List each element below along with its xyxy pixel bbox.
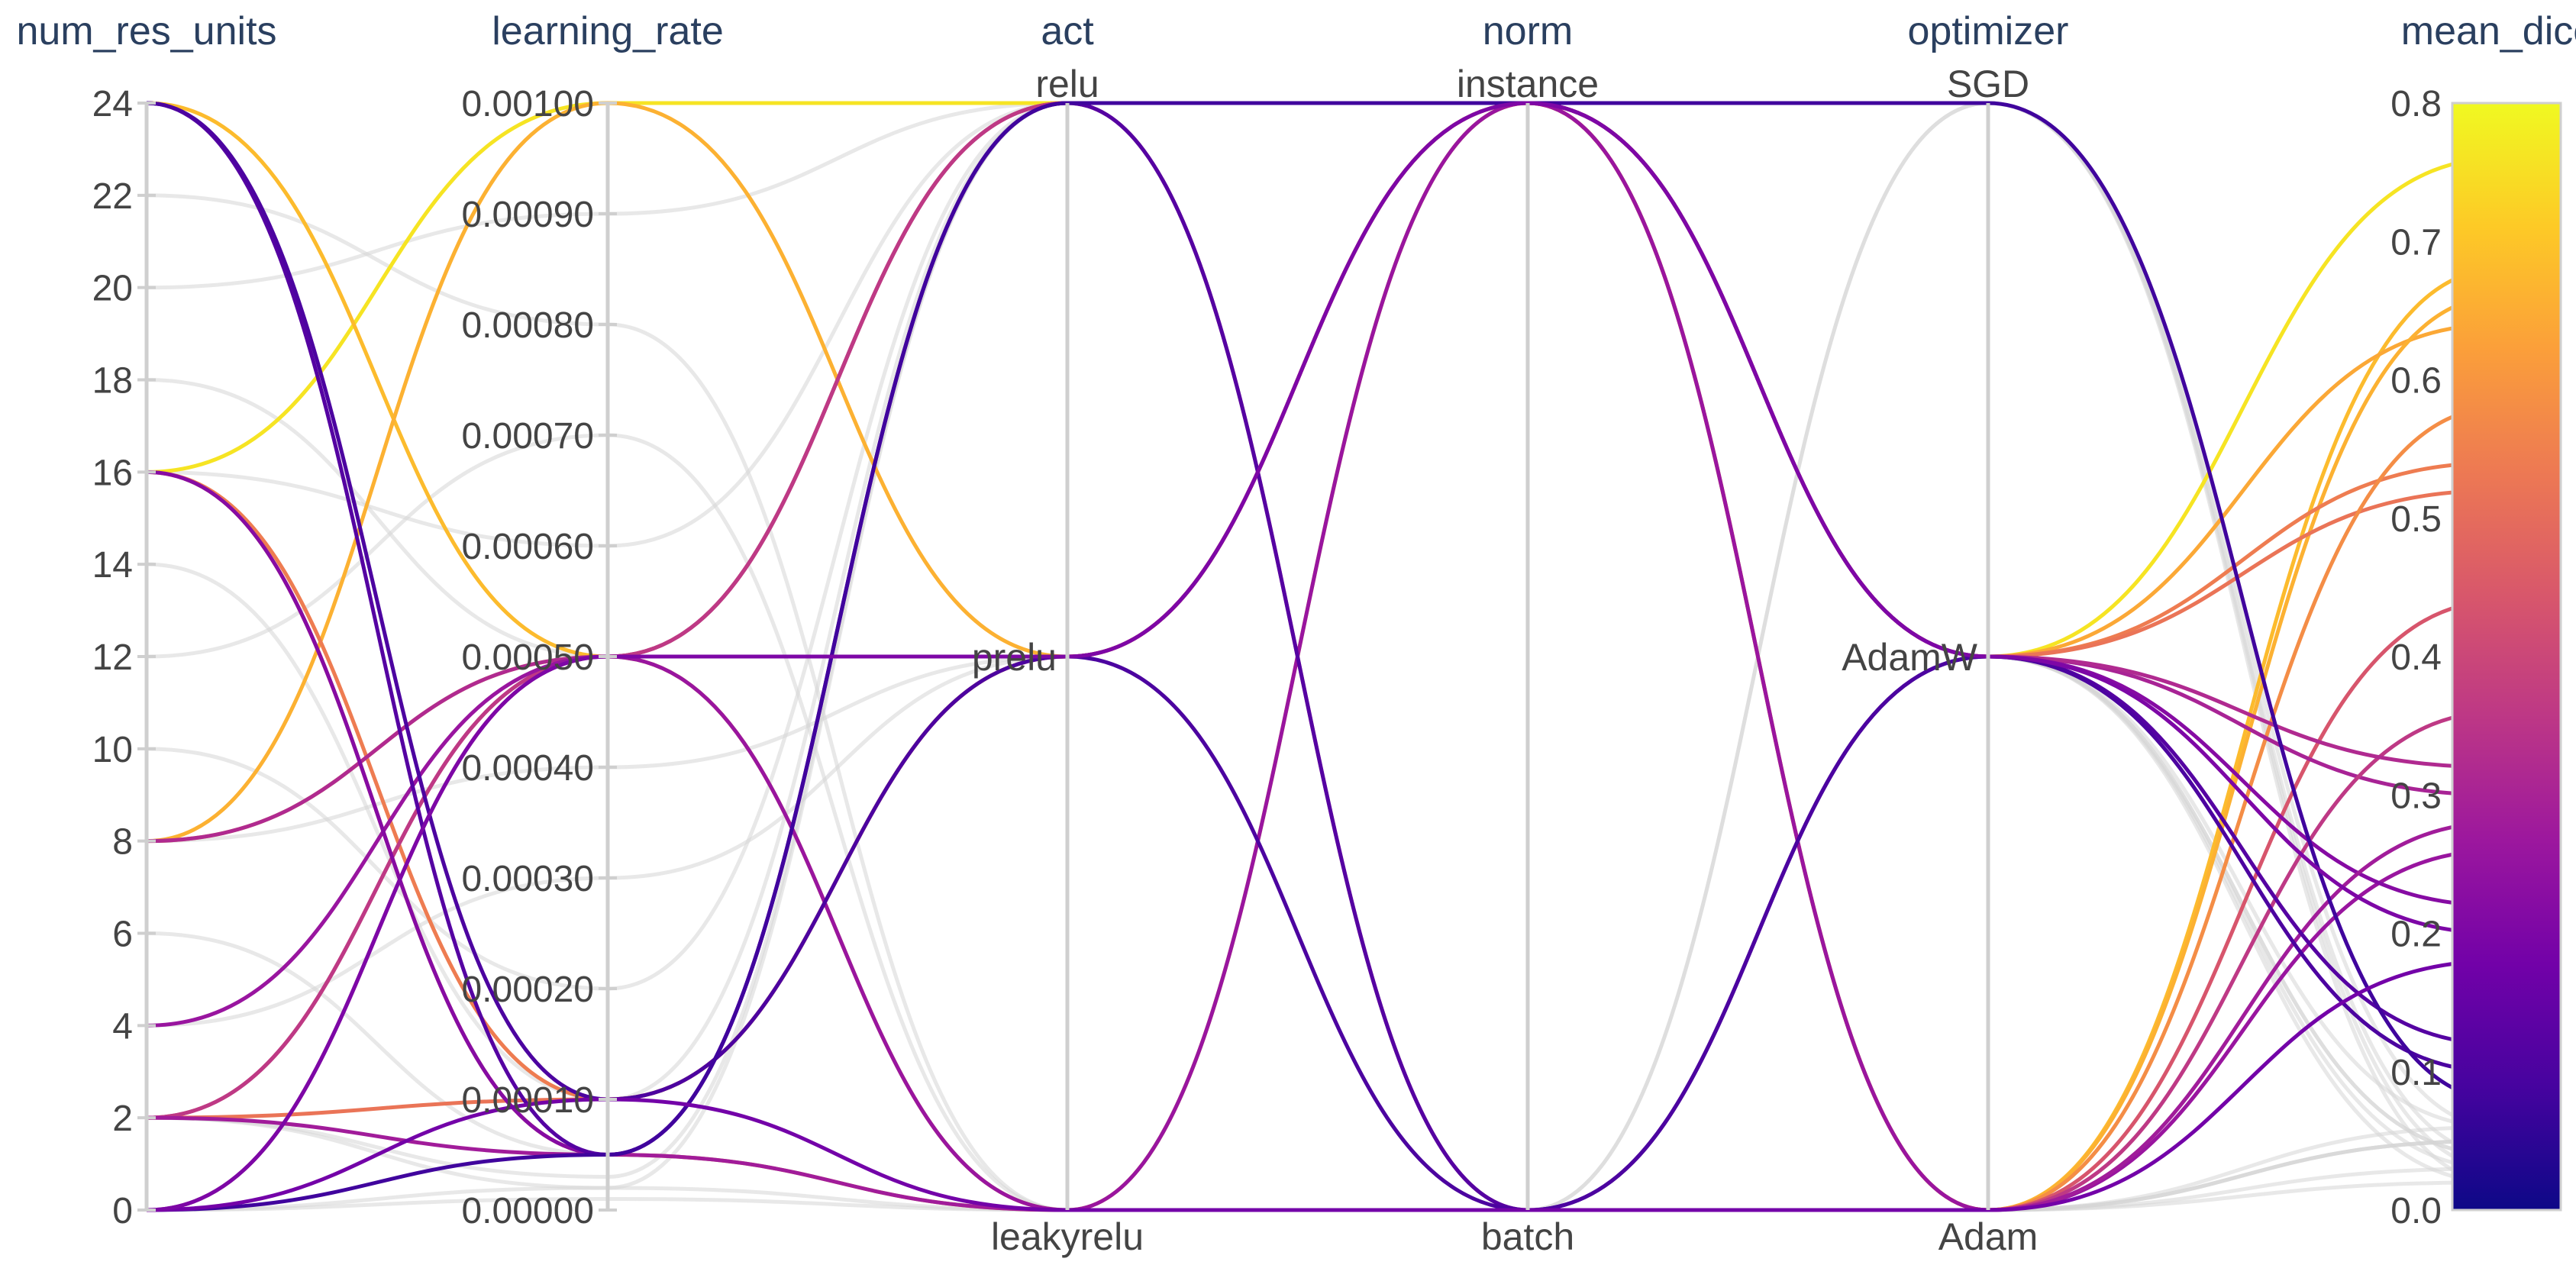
category-label: relu (1035, 63, 1099, 105)
axis-title-mean_dice: mean_dice (2401, 9, 2576, 53)
colorbar-tick-label: 0.5 (2390, 499, 2442, 540)
axes: num_res_units024681012141618202224learni… (16, 9, 2576, 1258)
tick-label: 0.00070 (461, 416, 594, 457)
category-label: batch (1481, 1215, 1574, 1258)
category-label: instance (1457, 63, 1599, 105)
tick-label: 0.00050 (461, 637, 594, 678)
category-label: leakyrelu (991, 1215, 1144, 1258)
series-line (146, 101, 2499, 659)
tick-label: 22 (92, 176, 133, 217)
tick-label: 18 (92, 361, 133, 402)
axis-title-num_res_units: num_res_units (16, 9, 276, 53)
series-line (146, 959, 2499, 1212)
colorbar-tick-label: 0.4 (2390, 637, 2442, 678)
category-label: Adam (1938, 1215, 2039, 1258)
axis-title-optimizer: optimizer (1908, 9, 2069, 53)
axis-title-norm: norm (1483, 9, 1573, 53)
category-label: SGD (1947, 63, 2029, 105)
colorbar-tick-label: 0.6 (2390, 361, 2442, 402)
axis-title-learning_rate: learning_rate (492, 9, 724, 53)
tick-label: 0.00020 (461, 970, 594, 1010)
tick-label: 0.00100 (461, 84, 594, 124)
tick-label: 10 (92, 730, 133, 770)
tick-label: 2 (112, 1099, 133, 1139)
tick-label: 0.00040 (461, 748, 594, 789)
colorbar-tick-label: 0.7 (2390, 222, 2442, 263)
tick-label: 20 (92, 269, 133, 309)
tick-label: 0.00090 (461, 195, 594, 235)
tick-label: 16 (92, 453, 133, 493)
tick-label: 0 (112, 1191, 133, 1231)
series-line (146, 101, 2499, 1212)
axis-title-act: act (1041, 9, 1094, 53)
tick-label: 8 (112, 822, 133, 863)
colorbar-tick-label: 0.3 (2390, 776, 2442, 816)
tick-label: 14 (92, 545, 133, 586)
tick-label: 0.00010 (461, 1080, 594, 1121)
colorbar-tick-label: 0.1 (2390, 1053, 2442, 1093)
colorbar-bar (2451, 102, 2562, 1212)
tick-label: 6 (112, 915, 133, 955)
colorbar-tick-label: 0.8 (2390, 84, 2442, 124)
category-label: prelu (972, 636, 1057, 679)
category-label: AdamW (1842, 636, 1978, 679)
colorbar: 0.0 0.1 0.2 0.3 0.4 0.5 0.6 0.7 0.8 (2390, 84, 2562, 1231)
tick-label: 4 (112, 1006, 133, 1047)
colorbar-tick-label: 0.2 (2390, 915, 2442, 955)
tick-label: 24 (92, 84, 133, 124)
tick-label: 0.00080 (461, 305, 594, 346)
series-line (146, 101, 2499, 1212)
tick-label: 12 (92, 637, 133, 678)
tick-label: 0.00030 (461, 859, 594, 899)
tick-label: 0.00060 (461, 527, 594, 567)
tick-label: 0.00000 (461, 1191, 594, 1231)
colorbar-tick-label: 0.0 (2390, 1191, 2442, 1231)
